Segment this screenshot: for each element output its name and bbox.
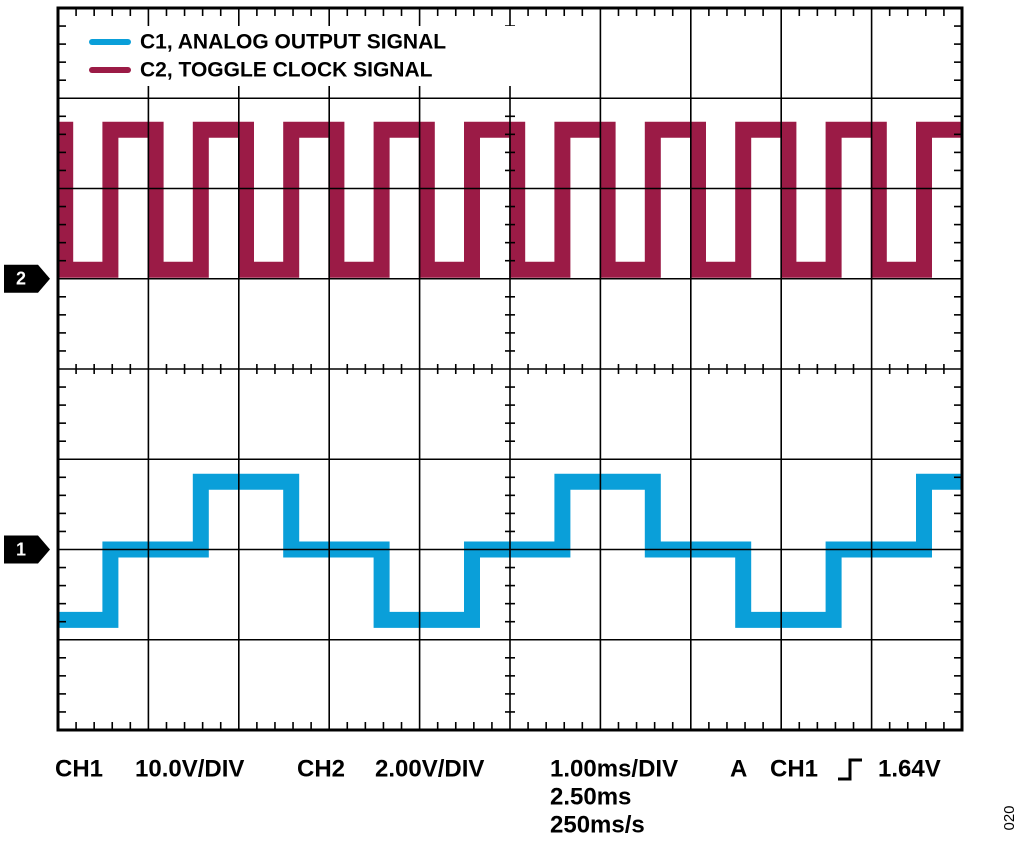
figure-number: 020	[1001, 805, 1018, 830]
legend-label: C1, ANALOG OUTPUT SIGNAL	[140, 31, 446, 54]
ch2-scale: 2.00V/DIV	[375, 755, 484, 782]
trigger-level: 1.64V	[878, 755, 941, 782]
channel-marker-label: 1	[16, 539, 26, 559]
legend-label: C2, TOGGLE CLOCK SIGNAL	[140, 59, 433, 82]
ch2-label: CH2	[297, 755, 345, 782]
trigger-edge-icon	[838, 758, 862, 781]
delay: 2.50ms	[550, 783, 631, 810]
sample-rate: 250ms/s	[550, 811, 645, 838]
legend-bg	[82, 26, 522, 86]
ch1-label: CH1	[55, 755, 103, 782]
channel-marker-label: 2	[16, 269, 26, 289]
trace	[58, 121, 962, 278]
ch1-scale: 10.0V/DIV	[135, 755, 244, 782]
trigger-source: CH1	[770, 755, 818, 782]
channel-marker	[4, 535, 50, 564]
timebase: 1.00ms/DIV	[550, 755, 678, 782]
channel-marker	[4, 264, 50, 293]
plot-border	[56, 6, 964, 732]
trigger-mode: A	[730, 755, 747, 782]
